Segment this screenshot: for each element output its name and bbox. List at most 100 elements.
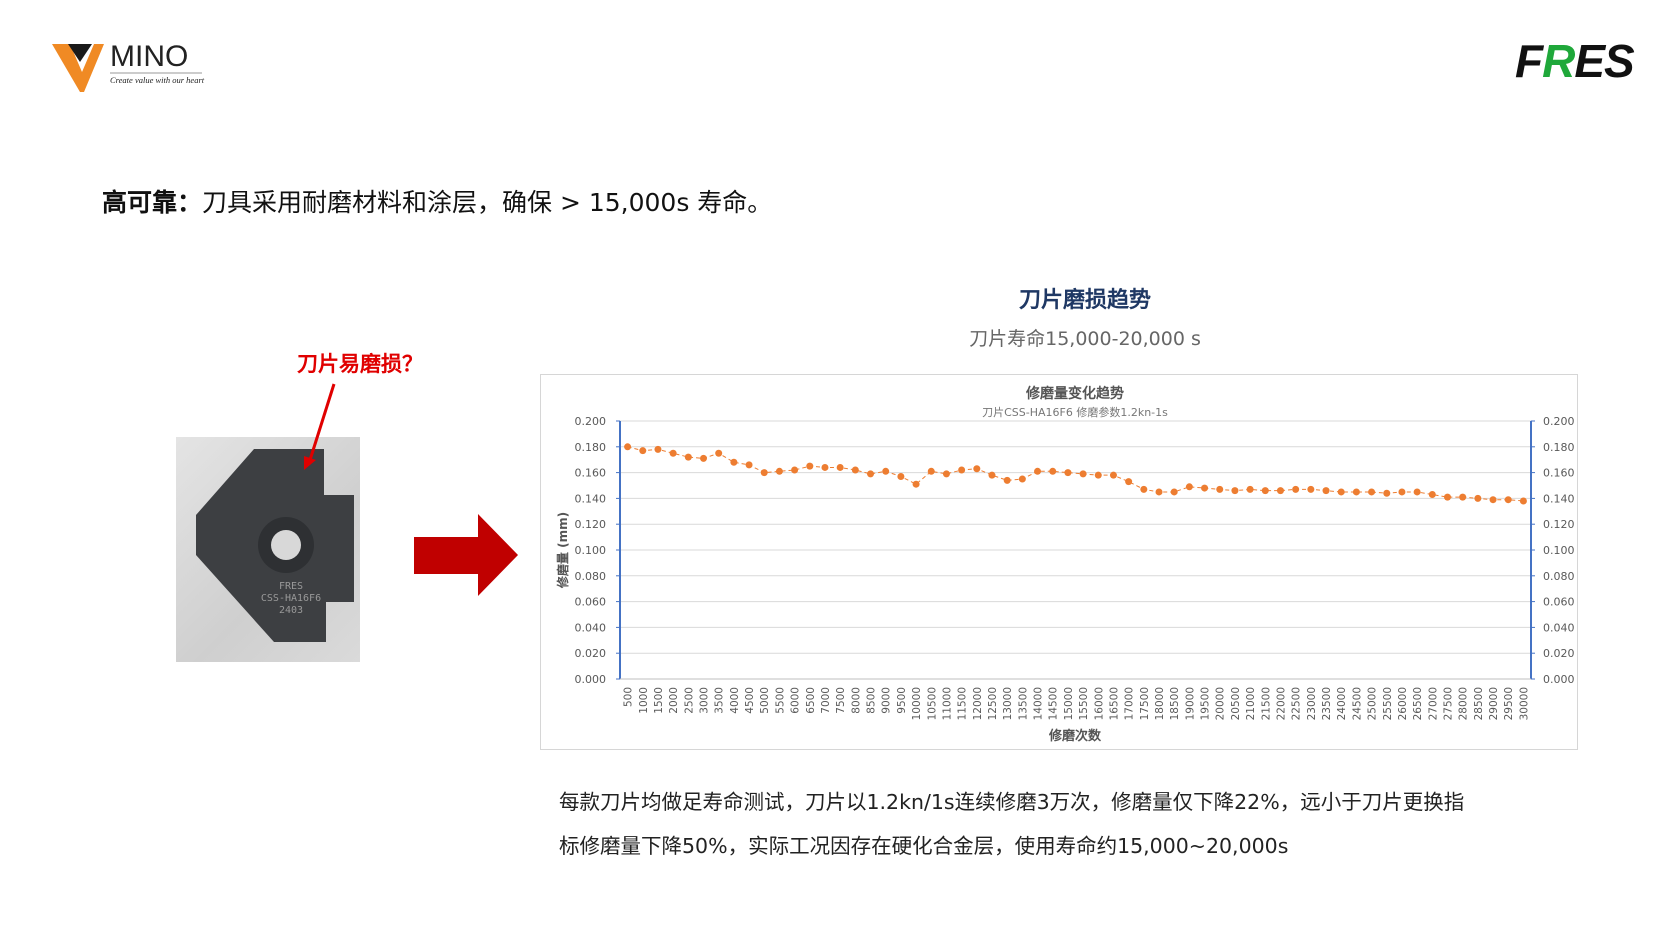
data-point xyxy=(1246,485,1254,493)
data-point xyxy=(1231,487,1239,495)
x-tick-label: 25500 xyxy=(1382,687,1394,720)
data-point xyxy=(760,469,768,477)
data-point xyxy=(1413,488,1421,496)
y-tick-label-right: 0.120 xyxy=(1543,518,1575,531)
y-tick-label-left: 0.080 xyxy=(575,570,607,583)
data-point xyxy=(958,466,966,474)
x-tick-label: 2000 xyxy=(668,687,680,714)
wear-trend-chart: 修磨量变化趋势 刀片CSS-HA16F6 修磨参数1.2kn-1s 修磨次数 修… xyxy=(555,385,1575,744)
data-point xyxy=(836,463,844,471)
data-point xyxy=(1519,497,1527,505)
data-point xyxy=(1276,487,1284,495)
x-tick-label: 26500 xyxy=(1412,687,1424,720)
x-tick-label: 22500 xyxy=(1291,687,1303,720)
data-point xyxy=(715,449,723,457)
x-tick-label: 1500 xyxy=(653,687,665,714)
data-point xyxy=(1079,470,1087,478)
data-point xyxy=(942,470,950,478)
x-tick-label: 19000 xyxy=(1184,687,1196,720)
mino-tagline: Create value with our heart xyxy=(110,75,205,85)
y-axis-title: 修磨量 (mm) xyxy=(555,512,570,589)
x-tick-label: 27500 xyxy=(1442,687,1454,720)
x-tick-label: 7000 xyxy=(820,687,832,714)
x-tick-label: 13000 xyxy=(1002,687,1014,720)
data-point xyxy=(1337,488,1345,496)
data-point xyxy=(1368,488,1376,496)
description-line-2: 标修磨量下降50%，实际工况因存在硬化合金层，使用寿命约15,000~20,00… xyxy=(559,834,1289,858)
data-point xyxy=(1474,494,1482,502)
y-tick-label-left: 0.040 xyxy=(575,621,607,634)
x-tick-label: 15000 xyxy=(1063,687,1075,720)
x-tick-label: 20500 xyxy=(1230,687,1242,720)
x-tick-label: 27000 xyxy=(1427,687,1439,720)
mino-logo-mark-icon: MINO Create value with our heart xyxy=(52,40,205,92)
x-tick-label: 17000 xyxy=(1124,687,1136,720)
x-tick-label: 14500 xyxy=(1048,687,1060,720)
data-point xyxy=(1185,483,1193,491)
data-point xyxy=(1292,485,1300,493)
x-tick-label: 20000 xyxy=(1215,687,1227,720)
data-point xyxy=(1109,471,1117,479)
y-tick-label-left: 0.100 xyxy=(575,544,607,557)
y-tick-label-right: 0.160 xyxy=(1543,467,1575,480)
x-tick-label: 10000 xyxy=(911,687,923,720)
data-point xyxy=(639,447,647,455)
x-tick-label: 19500 xyxy=(1200,687,1212,720)
x-tick-label: 12500 xyxy=(987,687,999,720)
y-tick-label-left: 0.000 xyxy=(575,673,607,686)
data-point xyxy=(851,466,859,474)
x-tick-label: 4000 xyxy=(729,687,741,714)
y-tick-label-right: 0.080 xyxy=(1543,570,1575,583)
photo-engraving-2: CSS-HA16F6 xyxy=(261,593,321,604)
y-tick-label-right: 0.100 xyxy=(1543,544,1575,557)
data-point xyxy=(1201,484,1209,492)
data-point xyxy=(1489,496,1497,504)
blade-photo: FRES CSS-HA16F6 2403 xyxy=(176,437,360,662)
data-point xyxy=(1398,488,1406,496)
data-point xyxy=(684,453,692,461)
x-tick-label: 26000 xyxy=(1397,687,1409,720)
x-tick-label: 11000 xyxy=(941,687,953,720)
data-point xyxy=(1034,467,1042,475)
x-tick-label: 24000 xyxy=(1336,687,1348,720)
data-point xyxy=(1383,489,1391,497)
x-tick-label: 11500 xyxy=(957,687,969,720)
x-tick-label: 17500 xyxy=(1139,687,1151,720)
x-tick-label: 5500 xyxy=(774,687,786,714)
data-point xyxy=(1322,487,1330,495)
headline-bold: 高可靠： xyxy=(102,188,203,217)
data-point xyxy=(1064,469,1072,477)
data-point xyxy=(1459,493,1467,501)
data-point xyxy=(988,471,996,479)
y-tick-label-right: 0.180 xyxy=(1543,441,1575,454)
data-point xyxy=(745,461,753,469)
description-paragraph: 每款刀片均做足寿命测试，刀片以1.2kn/1s连续修磨3万次，修磨量仅下降22%… xyxy=(559,780,1619,868)
data-point xyxy=(1170,488,1178,496)
x-tick-label: 9000 xyxy=(881,687,893,714)
y-tick-label-left: 0.180 xyxy=(575,441,607,454)
y-tick-label-right: 0.040 xyxy=(1543,621,1575,634)
data-point xyxy=(1003,476,1011,484)
data-point xyxy=(791,466,799,474)
x-tick-label: 22000 xyxy=(1275,687,1287,720)
x-tick-label: 8500 xyxy=(866,687,878,714)
x-tick-label: 10500 xyxy=(926,687,938,720)
data-point xyxy=(1140,485,1148,493)
x-tick-label: 18500 xyxy=(1169,687,1181,720)
data-point xyxy=(912,480,920,488)
x-tick-label: 21500 xyxy=(1260,687,1272,720)
y-tick-label-left: 0.020 xyxy=(575,647,607,660)
y-tick-label-left: 0.140 xyxy=(575,492,607,505)
mino-logo-text: MINO xyxy=(110,40,188,73)
chart-heading: 刀片磨损趋势 xyxy=(1018,288,1151,313)
data-point xyxy=(624,443,632,451)
x-tick-label: 12000 xyxy=(972,687,984,720)
data-point xyxy=(1307,485,1315,493)
data-point xyxy=(1443,493,1451,501)
data-point xyxy=(927,467,935,475)
data-point xyxy=(730,458,738,466)
x-tick-label: 16000 xyxy=(1093,687,1105,720)
data-point xyxy=(897,472,905,480)
x-tick-label: 14000 xyxy=(1033,687,1045,720)
data-point xyxy=(654,445,662,453)
